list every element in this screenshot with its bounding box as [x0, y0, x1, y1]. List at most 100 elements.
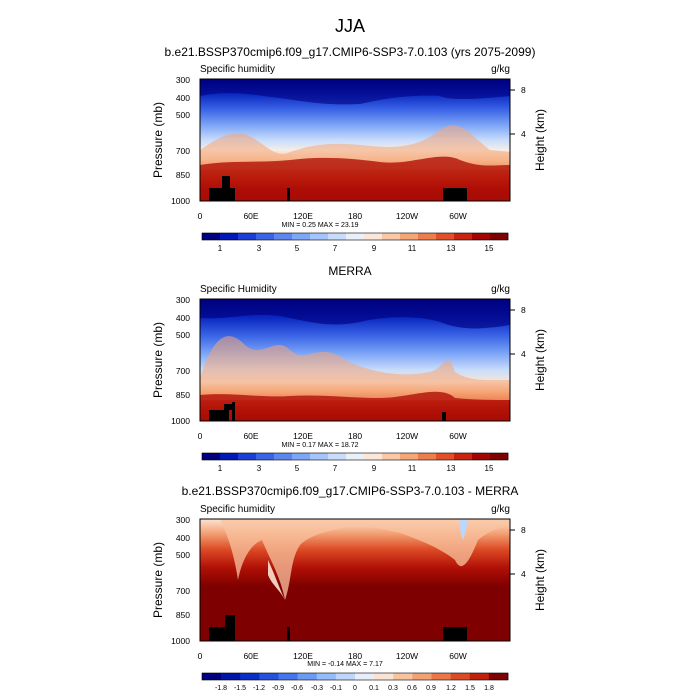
x-tick: 60E: [243, 431, 258, 441]
y-axis-label: Pressure (mb): [151, 102, 165, 178]
panel-title: b.e21.BSSP370cmip6.f09_g17.CMIP6-SSP3-7.…: [165, 45, 536, 59]
pressure-tick: 1000: [171, 636, 190, 646]
colorbar-swatch: [469, 673, 490, 680]
panel-title: MERRA: [328, 264, 371, 278]
colorbar-swatch: [490, 233, 509, 240]
colorbar-swatch: [328, 453, 347, 460]
pressure-ticks: 300 400 500 700 850 1000: [171, 295, 190, 426]
colorbar-swatch: [240, 673, 260, 680]
colorbar-label: 0.6: [407, 685, 417, 692]
x-tick: 0: [198, 211, 203, 221]
contour-features: [200, 79, 510, 201]
colorbar-frame: [201, 232, 509, 241]
colorbar-label: 1: [218, 244, 223, 253]
colorbar-swatch: [310, 453, 329, 460]
colorbar-label: 1: [218, 464, 223, 473]
colorbar-swatch: [364, 233, 383, 240]
colorbar-swatch: [346, 233, 365, 240]
colorbar-swatch: [382, 453, 401, 460]
x-ticks: 0 60E 120E 180 120W 60W: [198, 211, 467, 221]
min-max-stats: MIN = 0.17 MAX = 18.72: [281, 442, 358, 449]
colorbar-label: 13: [447, 244, 456, 253]
colorbar-frame: [201, 452, 509, 461]
colorbar-label: 9: [372, 464, 377, 473]
colorbar-swatch: [316, 673, 337, 680]
height-tick: 4: [521, 349, 526, 359]
x-tick: 180: [348, 431, 362, 441]
colorbar-swatch: [418, 453, 437, 460]
x-ticks: 0 60E 120E 180 120W 60W: [198, 651, 467, 661]
pressure-tick: 500: [176, 110, 190, 120]
pressure-tick: 400: [176, 533, 190, 543]
colorbar: [201, 232, 509, 241]
plot-frame: [199, 298, 511, 422]
height-tick: 4: [521, 129, 526, 139]
pressure-tick: 400: [176, 93, 190, 103]
pressure-tick: 700: [176, 146, 190, 156]
y2-axis-label: Height (km): [533, 109, 547, 171]
panel-left-label: Specific humidity: [200, 64, 275, 75]
colorbar-swatch: [364, 453, 383, 460]
colorbar-label: -0.3: [311, 685, 323, 692]
plot-frame: [199, 518, 511, 642]
colorbar-swatch: [436, 453, 455, 460]
colorbar-swatch: [374, 673, 394, 680]
colorbar-swatch: [202, 673, 222, 680]
colorbar-label: 5: [295, 464, 300, 473]
colorbar-swatch: [472, 233, 491, 240]
figure-title: JJA: [335, 16, 365, 36]
min-max-stats: MIN = 0.25 MAX = 23.19: [281, 222, 358, 229]
colorbar-swatch: [400, 233, 419, 240]
colorbar-swatch: [256, 233, 275, 240]
x-tick: 60W: [449, 431, 466, 441]
pressure-tick: 850: [176, 610, 190, 620]
colorbar-swatch: [274, 453, 293, 460]
colorbar-swatch: [412, 673, 432, 680]
x-tick: 60E: [243, 651, 258, 661]
y-axis-label: Pressure (mb): [151, 542, 165, 618]
colorbar-label: 13: [447, 464, 456, 473]
panel-merra: MERRA Specific Humidity g/kg Pressure (m…: [151, 264, 547, 473]
colorbar-swatch: [488, 673, 509, 680]
colorbar-swatch: [259, 673, 279, 680]
colorbar-label: 3: [257, 244, 262, 253]
pressure-tick: 400: [176, 313, 190, 323]
y2-axis-label: Height (km): [533, 549, 547, 611]
colorbar-swatch: [454, 453, 473, 460]
x-tick: 180: [348, 651, 362, 661]
height-tick: 8: [521, 305, 526, 315]
colorbar-label: 1.8: [484, 685, 494, 692]
height-ticks: 8 4: [510, 305, 526, 359]
pressure-tick: 700: [176, 366, 190, 376]
panel-title: b.e21.BSSP370cmip6.f09_g17.CMIP6-SSP3-7.…: [182, 484, 519, 498]
colorbar-swatch: [292, 453, 311, 460]
colorbar-frame: [201, 672, 509, 681]
pressure-tick: 300: [176, 515, 190, 525]
colorbar-label: 1.2: [446, 685, 456, 692]
pressure-ticks: 300 400 500 700 850 1000: [171, 75, 190, 206]
panel-difference: b.e21.BSSP370cmip6.f09_g17.CMIP6-SSP3-7.…: [151, 484, 547, 692]
panel-units: g/kg: [491, 284, 510, 295]
colorbar-label: 9: [372, 244, 377, 253]
panel-units: g/kg: [491, 504, 510, 515]
x-tick: 0: [198, 651, 203, 661]
colorbar-label: -1.2: [253, 685, 265, 692]
colorbar-swatch: [431, 673, 451, 680]
colorbar-labels: 1 3 5 7 9 11 13 15: [218, 244, 494, 253]
x-tick: 60W: [449, 211, 466, 221]
colorbar-swatch: [238, 453, 257, 460]
colorbar-label: 11: [408, 244, 417, 253]
colorbar-label: 5: [295, 244, 300, 253]
colorbar-swatch: [328, 233, 347, 240]
colorbar-swatch: [355, 673, 375, 680]
pressure-tick: 1000: [171, 196, 190, 206]
height-tick: 4: [521, 569, 526, 579]
colorbar-swatch: [202, 453, 221, 460]
y-axis-label: Pressure (mb): [151, 322, 165, 398]
colorbar-label: -0.1: [330, 685, 342, 692]
colorbar-label: -1.8: [215, 685, 227, 692]
colorbar-labels: 1 3 5 7 9 11 13 15: [218, 464, 494, 473]
colorbar-swatch: [220, 233, 239, 240]
pressure-ticks: 300 400 500 700 850 1000: [171, 515, 190, 646]
min-max-stats: MIN = -0.14 MAX = 7.17: [307, 661, 383, 668]
